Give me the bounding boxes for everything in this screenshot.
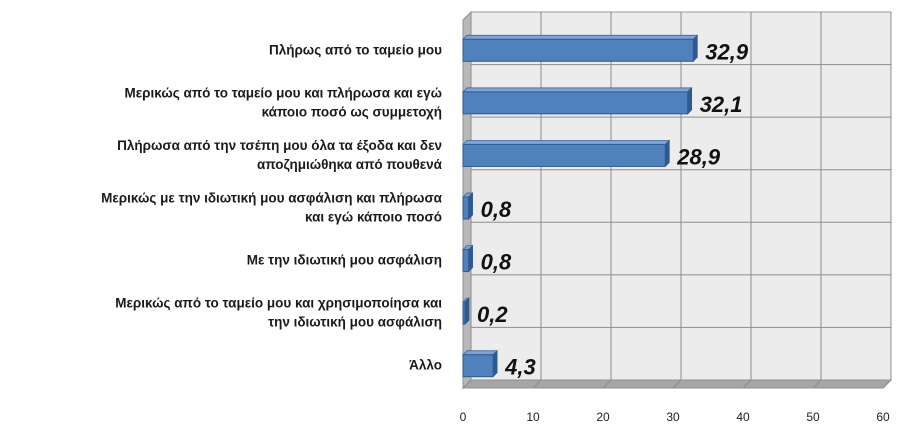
data-label: 0,2 xyxy=(477,302,508,327)
category-labels: Πλήρως από το ταμείο μου Μερικώς από το τ… xyxy=(101,42,443,372)
gridline-floor xyxy=(602,379,612,389)
bar-top xyxy=(462,34,699,40)
bar-end xyxy=(492,349,498,378)
category-label: κάποιο ποσό ως συμμετοχή xyxy=(262,104,442,119)
bar xyxy=(462,196,470,220)
data-label: 32,9 xyxy=(705,39,749,64)
x-tick-label: 50 xyxy=(806,410,820,424)
bar-end xyxy=(664,139,670,168)
category-label: Με την ιδιωτική μου ασφάλιση xyxy=(247,253,442,268)
x-tick-label: 40 xyxy=(736,410,750,424)
category-label: Μερικώς από το ταμείο μου και πλήρωσα κα… xyxy=(125,85,442,100)
category-label: και εγώ κάποιο ποσό xyxy=(305,210,442,225)
bar-end xyxy=(687,87,693,115)
bar-end xyxy=(692,34,698,63)
data-label: 32,1 xyxy=(700,92,743,117)
bar-top xyxy=(462,87,693,93)
bar xyxy=(462,91,689,115)
category-label: Πλήρως από το ταμείο μου xyxy=(269,42,442,57)
bar-end xyxy=(468,192,473,220)
data-label: 0,8 xyxy=(481,197,512,222)
gridline-floor xyxy=(532,379,542,389)
gridline-floor xyxy=(882,379,892,389)
category-label: αποζημιώθηκα από πουθενά xyxy=(257,157,443,172)
bar xyxy=(462,301,466,325)
plot-area xyxy=(461,10,893,390)
gridline-floor xyxy=(742,379,752,389)
gridline-floor xyxy=(812,379,822,389)
x-tick-label: 30 xyxy=(666,410,680,424)
bars xyxy=(462,34,699,378)
bar xyxy=(462,249,470,273)
bar xyxy=(462,143,666,167)
category-label: Πλήρωσα από την τσέπη μου όλα τα έξοδα κ… xyxy=(117,138,442,153)
x-tick-label: 60 xyxy=(876,410,890,424)
data-label: 4,3 xyxy=(504,355,536,380)
x-axis-ticks: 0 10 20 30 40 50 60 xyxy=(460,410,890,424)
gridline-floor xyxy=(462,379,472,389)
x-tick-label: 0 xyxy=(460,410,467,424)
bar xyxy=(462,354,494,378)
x-tick-label: 20 xyxy=(596,410,610,424)
bar xyxy=(462,38,694,62)
category-label: Άλλο xyxy=(409,358,442,373)
bar-end xyxy=(464,297,470,325)
category-label: Μερικώς από το ταμείο μου και χρησιμοποί… xyxy=(115,296,442,311)
data-label: 28,9 xyxy=(676,144,721,169)
bar-top xyxy=(462,140,671,145)
data-label: 0,8 xyxy=(481,250,512,275)
gridline-floor xyxy=(672,379,682,389)
data-labels: 32,9 32,1 28,9 0,8 0,8 0,2 4,3 xyxy=(477,39,749,379)
bar-top xyxy=(462,350,498,356)
bar-end xyxy=(468,244,473,273)
x-tick-label: 10 xyxy=(526,410,540,424)
category-label: την ιδιωτική μου ασφάλιση xyxy=(268,315,442,330)
category-label: Μερικώς με την ιδιωτική μου ασφάλιση και… xyxy=(101,191,443,206)
